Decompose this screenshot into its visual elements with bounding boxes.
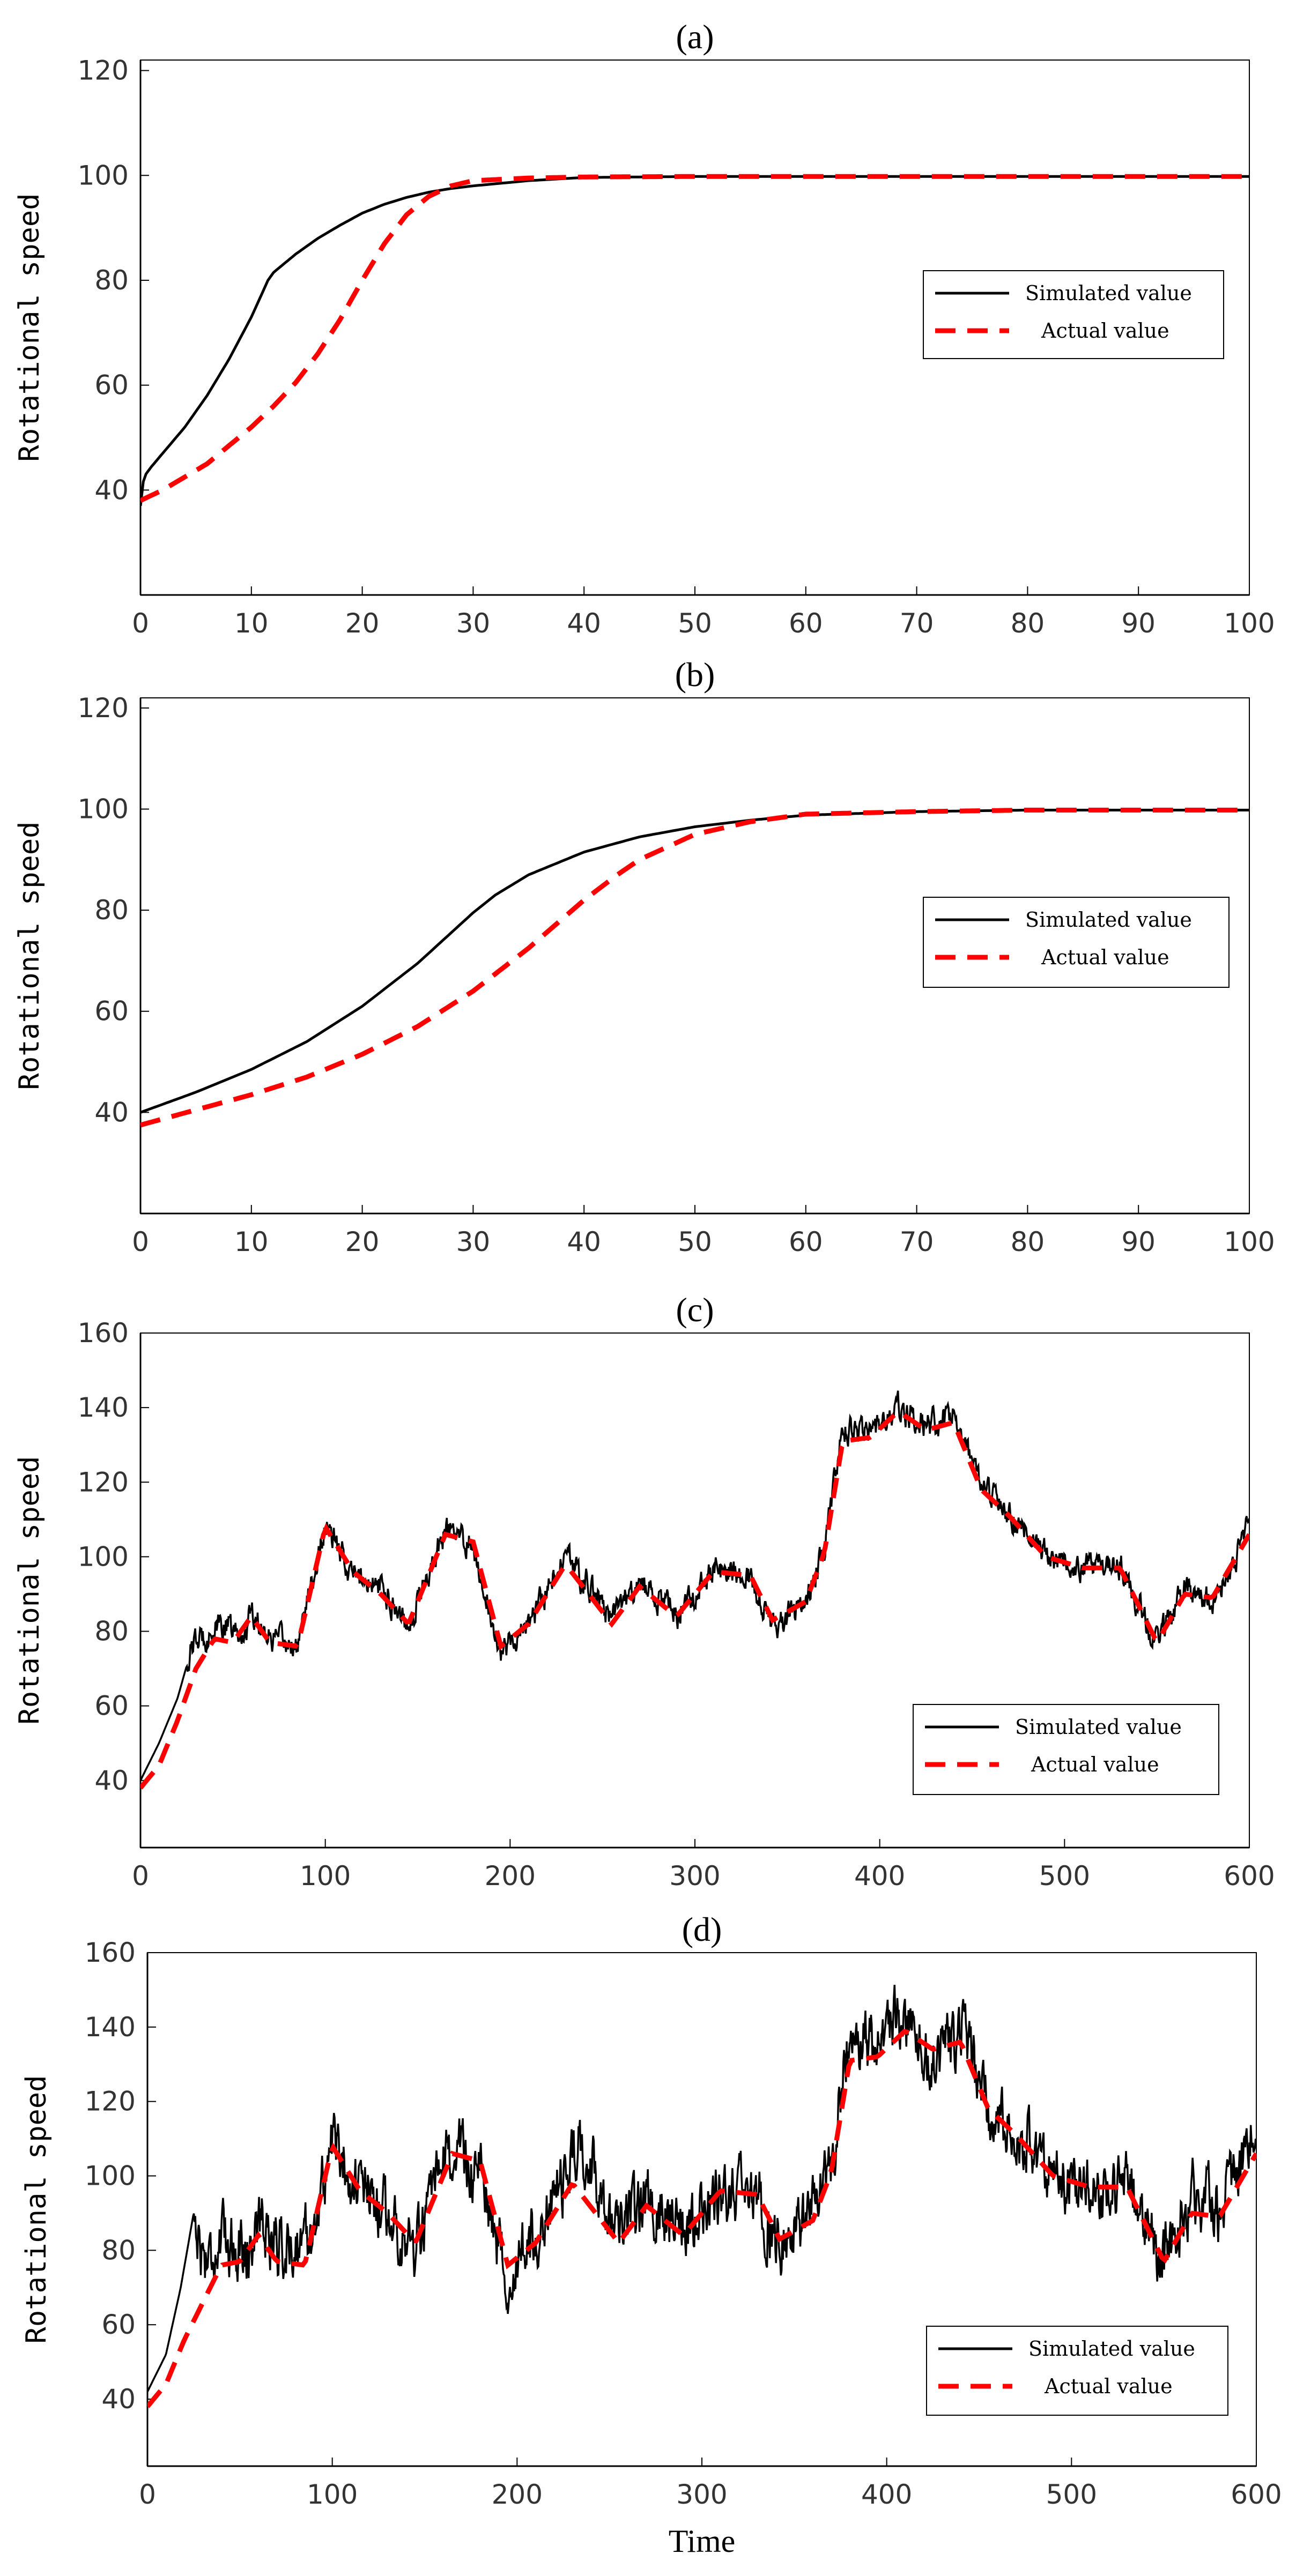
y-tick-label: 120 — [85, 2086, 136, 2117]
panel-c: (c) Rotational speed 0 100 200 300 400 500 600 40… — [13, 1291, 1275, 1892]
legend-label: Simulated value — [1025, 908, 1192, 932]
x-tick-label: 600 — [1231, 2479, 1282, 2510]
actual-value-line — [140, 807, 1249, 1128]
legend-box — [913, 1704, 1219, 1795]
legend-label: Actual value — [1041, 945, 1169, 969]
y-tick-label: 100 — [85, 2161, 136, 2192]
x-axis-label: Time — [669, 2523, 736, 2559]
legend-box — [923, 270, 1224, 359]
y-tick-label: 40 — [94, 1765, 129, 1796]
y-tick-label: 100 — [78, 160, 129, 191]
panel-title: (d) — [682, 1910, 722, 1948]
y-tick-label: 140 — [85, 2012, 136, 2043]
y-tick-label: 140 — [78, 1392, 129, 1423]
x-tick-label: 90 — [1121, 608, 1156, 639]
legend: Simulated value Actual value — [923, 270, 1224, 359]
y-tick-label: 60 — [101, 2309, 136, 2340]
y-tick-label: 40 — [94, 1097, 129, 1128]
actual-value-line — [140, 1409, 1249, 1790]
x-tick-label: 40 — [567, 1226, 601, 1257]
panel-title: (a) — [676, 18, 714, 56]
legend-label: Simulated value — [1025, 281, 1192, 305]
x-tick-label: 30 — [456, 1226, 491, 1257]
x-tick-label: 100 — [300, 1860, 351, 1892]
legend-label: Actual value — [1031, 1753, 1159, 1776]
x-tick-label: 300 — [669, 1860, 720, 1892]
x-tick-label: 600 — [1224, 1860, 1275, 1892]
x-tick-label: 0 — [132, 608, 149, 639]
y-tick-label: 60 — [94, 996, 129, 1027]
x-tick-label: 90 — [1121, 1226, 1156, 1257]
y-tick-label: 80 — [94, 265, 129, 296]
y-tick-label: 40 — [101, 2384, 136, 2415]
x-tick-label: 100 — [1224, 608, 1275, 639]
x-tick-label: 50 — [678, 608, 712, 639]
y-tick-label: 80 — [94, 895, 129, 926]
x-tick-label: 400 — [861, 2479, 912, 2510]
x-tick-label: 0 — [132, 1226, 149, 1257]
y-axis-label: Rotational speed — [20, 2075, 53, 2344]
y-tick-label: 160 — [85, 1937, 136, 1968]
y-tick-label: 80 — [94, 1616, 129, 1647]
y-tick-label: 60 — [94, 370, 129, 401]
x-tick-label: 200 — [492, 2479, 543, 2510]
x-tick-label: 70 — [900, 1226, 934, 1257]
y-tick-label: 160 — [78, 1317, 129, 1349]
actual-value-line — [140, 174, 1249, 503]
y-axis-label: Rotational speed — [13, 1456, 46, 1725]
y-tick-label: 100 — [78, 793, 129, 824]
x-tick-label: 100 — [307, 2479, 358, 2510]
panel-title: (b) — [675, 656, 715, 694]
x-tick-label: 40 — [567, 608, 601, 639]
y-tick-label: 120 — [78, 693, 129, 724]
y-tick-label: 80 — [101, 2235, 136, 2266]
y-tick-label: 120 — [78, 55, 129, 86]
x-tick-label: 10 — [234, 1226, 269, 1257]
x-tick-label: 20 — [345, 1226, 380, 1257]
x-tick-label: 20 — [345, 608, 380, 639]
y-axis-label: Rotational speed — [13, 822, 46, 1090]
y-tick-label: 40 — [94, 474, 129, 505]
x-tick-label: 30 — [456, 608, 491, 639]
x-tick-label: 50 — [678, 1226, 712, 1257]
panel-a: (a) Rotational speed 0 10 20 30 40 50 60 70 80 90 10… — [13, 18, 1275, 639]
legend-label: Actual value — [1041, 319, 1169, 343]
legend: Simulated value Actual value — [923, 897, 1230, 988]
x-tick-label: 200 — [485, 1860, 536, 1892]
x-tick-label: 70 — [900, 608, 934, 639]
panel-d: (d) Rotational speed Time 0 100 200 300 400 500 6… — [20, 1910, 1282, 2559]
x-tick-label: 80 — [1011, 1226, 1045, 1257]
x-tick-label: 0 — [132, 1860, 149, 1892]
x-tick-label: 60 — [789, 1226, 823, 1257]
x-tick-label: 10 — [234, 608, 269, 639]
x-tick-label: 500 — [1039, 1860, 1090, 1892]
simulated-value-line — [147, 1985, 1256, 2392]
legend: Simulated value Actual value — [926, 2326, 1228, 2416]
panel-title: (c) — [676, 1291, 714, 1329]
actual-value-line — [147, 2029, 1256, 2408]
y-tick-label: 100 — [78, 1541, 129, 1572]
y-axis-label: Rotational speed — [13, 193, 46, 462]
y-tick-label: 60 — [94, 1691, 129, 1722]
legend-box — [923, 897, 1230, 988]
y-tick-label: 120 — [78, 1466, 129, 1498]
x-tick-label: 100 — [1224, 1226, 1275, 1257]
legend: Simulated value Actual value — [913, 1704, 1219, 1795]
legend-box — [926, 2326, 1228, 2416]
x-tick-label: 300 — [676, 2479, 727, 2510]
panel-b: (b) Rotational speed 0 10 20 30 40 50 60 70 80 90 10… — [13, 656, 1275, 1257]
x-tick-label: 80 — [1011, 608, 1045, 639]
legend-label: Simulated value — [1015, 1715, 1182, 1739]
x-tick-label: 500 — [1046, 2479, 1097, 2510]
legend-label: Simulated value — [1028, 2337, 1195, 2361]
x-tick-label: 400 — [854, 1860, 905, 1892]
legend-label: Actual value — [1044, 2374, 1173, 2398]
x-tick-label: 0 — [139, 2479, 156, 2510]
x-tick-label: 60 — [789, 608, 823, 639]
